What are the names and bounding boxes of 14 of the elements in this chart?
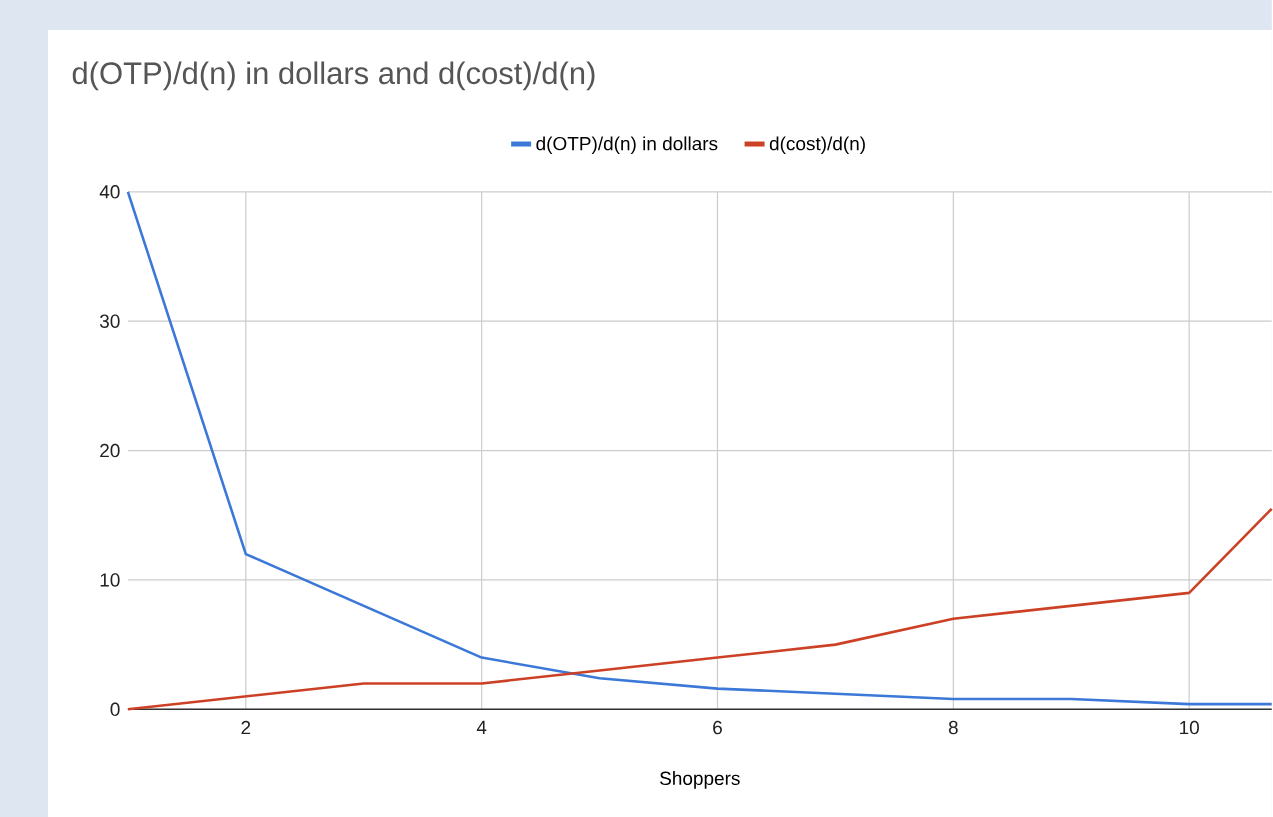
y-tick-label: 10	[100, 573, 120, 587]
x-axis-title: Shoppers	[660, 771, 740, 789]
x-tick-label: 4	[476, 720, 487, 734]
x-tick-label: 10	[1180, 720, 1199, 735]
x-tick-label: 2	[241, 720, 251, 734]
chart-title: d(OTP)/d(n) in dollars and d(cost)/d(n)	[72, 61, 595, 91]
legend-label: d(OTP)/d(n) in dollars	[536, 136, 718, 154]
x-tick-label: 6	[713, 720, 722, 735]
legend-label: d(cost)/d(n)	[769, 136, 865, 154]
x-tick-label: 8	[948, 720, 958, 735]
y-tick-label: 0	[110, 702, 120, 716]
y-tick-label: 30	[99, 314, 120, 328]
y-tick-label: 40	[99, 184, 120, 199]
y-tick-label: 20	[100, 443, 120, 458]
